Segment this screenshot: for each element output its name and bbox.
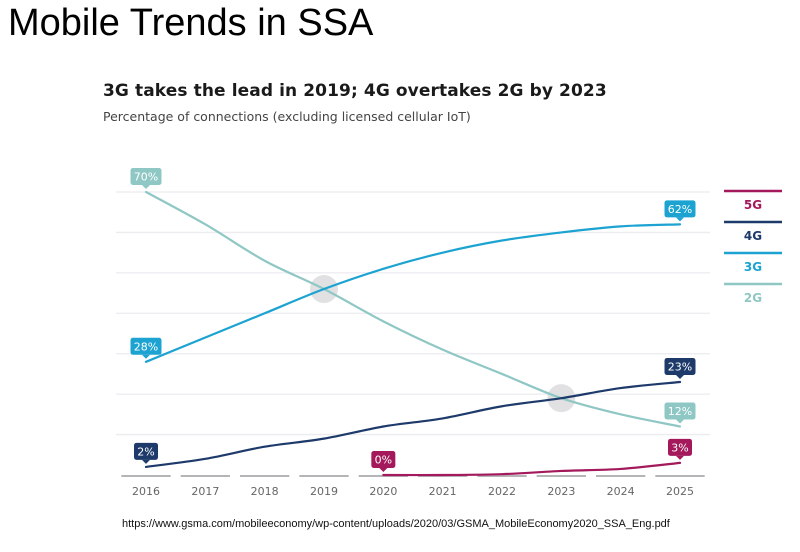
x-tick-label: 2020 bbox=[369, 485, 397, 498]
callout-box bbox=[134, 442, 158, 460]
callout-pointer bbox=[142, 354, 150, 359]
callout-box bbox=[130, 337, 162, 355]
callout-label: 70% bbox=[134, 171, 158, 184]
callout-pointer bbox=[676, 375, 684, 380]
callout-box bbox=[668, 438, 692, 456]
x-tick-label: 2024 bbox=[607, 485, 635, 498]
legend-label-4g: 4G bbox=[744, 229, 762, 243]
callout-pointer bbox=[676, 455, 684, 460]
callout-label: 28% bbox=[134, 340, 158, 353]
x-tick-label: 2022 bbox=[488, 485, 516, 498]
chart-title: 3G takes the lead in 2019; 4G overtakes … bbox=[103, 81, 607, 101]
legend-label-5g: 5G bbox=[744, 198, 762, 212]
slide-title: Mobile Trends in SSA bbox=[8, 2, 374, 44]
callout-label: 0% bbox=[375, 454, 392, 467]
x-tick-label: 2016 bbox=[132, 485, 160, 498]
value-callout-4g: 23% bbox=[664, 358, 696, 380]
series-line-4g bbox=[144, 380, 682, 469]
callout-label: 62% bbox=[668, 203, 692, 216]
series-line-2g bbox=[144, 190, 682, 428]
gridlines bbox=[116, 191, 710, 436]
series-line-5g bbox=[382, 461, 682, 477]
x-tick-label: 2025 bbox=[666, 485, 694, 498]
value-callout-2g: 70% bbox=[130, 168, 162, 189]
value-callout-5g: 0% bbox=[371, 451, 396, 472]
callout-pointer bbox=[676, 217, 684, 222]
callout-label: 23% bbox=[668, 361, 692, 374]
legend-label-2g: 2G bbox=[744, 291, 762, 305]
callout-label: 3% bbox=[671, 441, 688, 454]
callout-label: 12% bbox=[668, 405, 692, 418]
callout-label: 2% bbox=[137, 445, 154, 458]
value-callout-3g: 28% bbox=[130, 337, 162, 359]
value-callout-2g: 12% bbox=[664, 402, 696, 424]
value-callout-3g: 62% bbox=[664, 200, 696, 222]
series-line-3g bbox=[144, 223, 682, 363]
legend-label-3g: 3G bbox=[744, 260, 762, 274]
x-axis-ticks: 2016 2017 2018 2019 2020 2021 2022 2023 2024 2025 bbox=[132, 485, 694, 498]
callout-box bbox=[371, 451, 396, 468]
source-url[interactable]: https://www.gsma.com/mobileeconomy/wp-co… bbox=[122, 518, 670, 530]
callout-pointer bbox=[142, 459, 150, 464]
value-callout-5g: 3% bbox=[668, 438, 692, 460]
callout-pointer bbox=[142, 185, 150, 189]
value-callout-4g: 2% bbox=[134, 442, 158, 464]
callout-box bbox=[664, 358, 696, 376]
x-tick-label: 2021 bbox=[429, 485, 457, 498]
crossover-highlights bbox=[310, 275, 576, 413]
series-lines bbox=[144, 190, 682, 477]
value-callouts: 0% 3% 2% 23% 28% 62% 70% 12% bbox=[130, 168, 696, 472]
chart-subtitle: Percentage of connections (excluding lic… bbox=[103, 109, 471, 124]
callout-box bbox=[664, 200, 696, 218]
x-tick-label: 2018 bbox=[251, 485, 279, 498]
callout-pointer bbox=[676, 419, 684, 424]
x-tick-label: 2019 bbox=[310, 485, 338, 498]
callout-box bbox=[664, 402, 696, 420]
x-tick-label: 2023 bbox=[547, 485, 575, 498]
callout-box bbox=[130, 168, 162, 185]
callout-pointer bbox=[379, 468, 388, 472]
legend: 5G 4G 3G 2G bbox=[724, 189, 782, 305]
x-tick-label: 2017 bbox=[191, 485, 219, 498]
